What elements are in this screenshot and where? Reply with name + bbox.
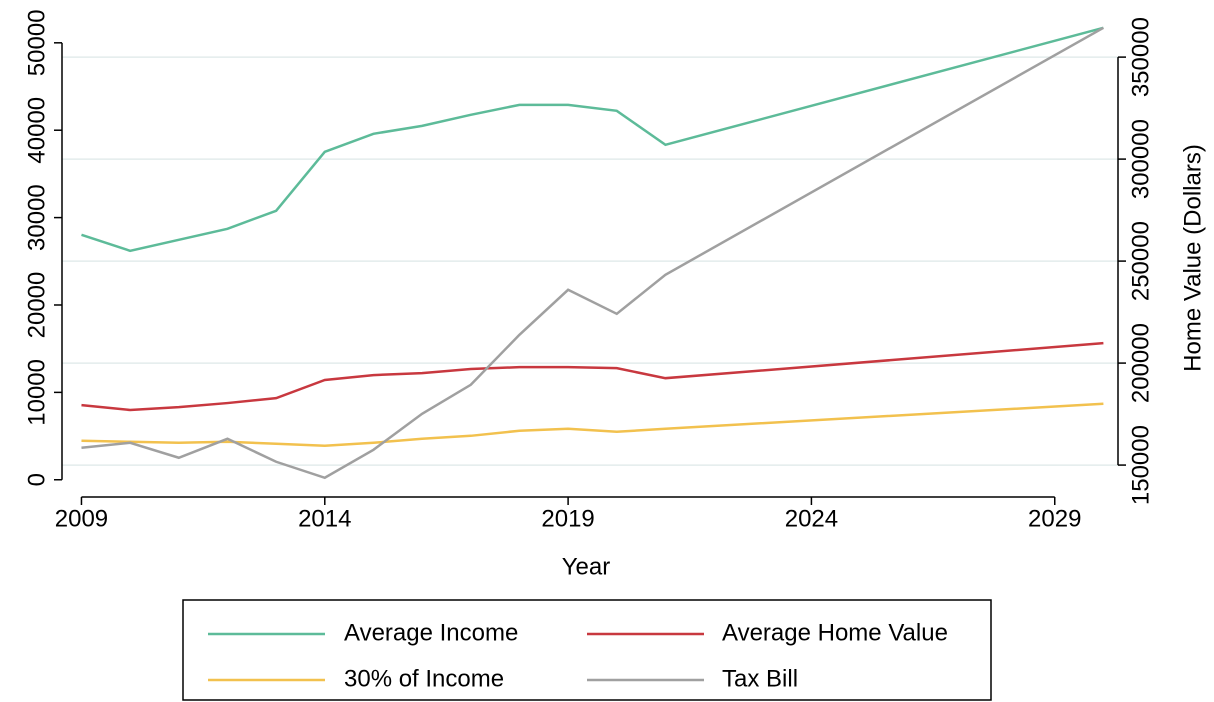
x-tick-label: 2029 — [1028, 505, 1081, 532]
x-tick-label: 2009 — [55, 505, 108, 532]
y2-tick-label: 150000 — [1127, 425, 1154, 505]
y2-tick-label: 300000 — [1127, 119, 1154, 199]
y2-tick-label: 200000 — [1127, 323, 1154, 403]
y2-axis-label: Home Value (Dollars) — [1179, 144, 1206, 372]
series-line — [81, 341, 1104, 412]
legend-label: Tax Bill — [722, 665, 798, 692]
legend-box — [182, 599, 992, 701]
legend-label: Average Income — [344, 619, 518, 646]
y-tick-label: 50000 — [23, 9, 50, 76]
y-tick-label: 0 — [23, 473, 50, 486]
series-line — [81, 402, 1104, 448]
series-line — [81, 26, 1105, 480]
y-tick-label: 30000 — [23, 184, 50, 251]
x-tick-label: 2014 — [298, 505, 351, 532]
x-tick-label: 2019 — [541, 505, 594, 532]
y-tick-label: 20000 — [23, 272, 50, 339]
legend-label: Average Home Value — [722, 619, 948, 646]
x-axis-label: Year — [562, 553, 611, 580]
x-tick-label: 2024 — [785, 505, 838, 532]
legend-label: 30% of Income — [344, 665, 504, 692]
y2-tick-label: 350000 — [1127, 17, 1154, 97]
y2-tick-label: 250000 — [1127, 221, 1154, 301]
series-line — [81, 26, 1104, 253]
y-tick-label: 40000 — [23, 97, 50, 164]
y-tick-label: 10000 — [23, 359, 50, 426]
